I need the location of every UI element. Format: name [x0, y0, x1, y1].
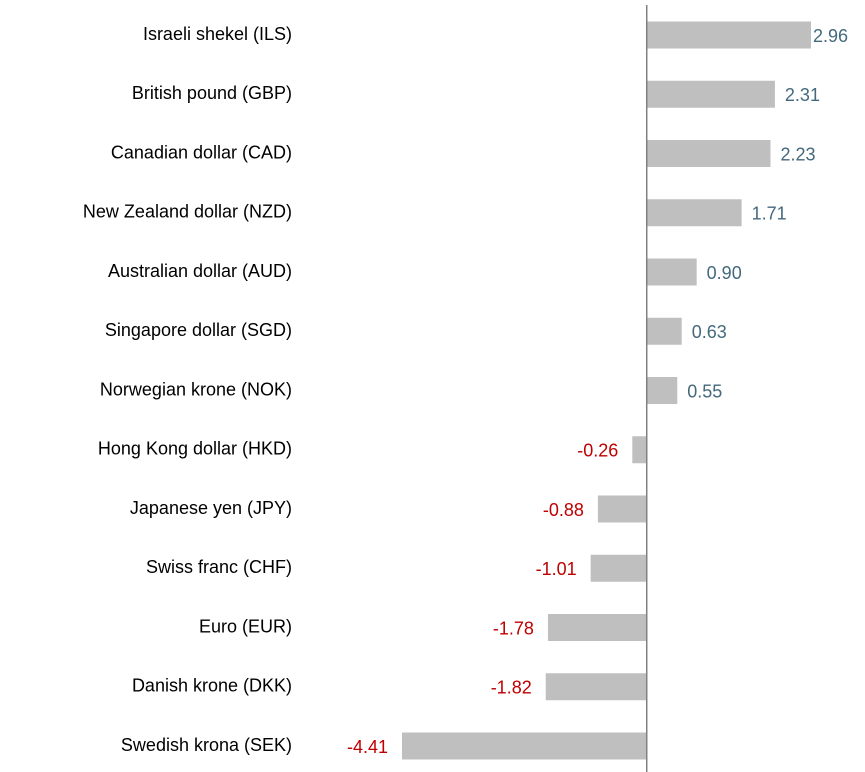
value-label: -1.78	[493, 618, 534, 638]
value-label: 0.63	[692, 322, 727, 342]
value-label: -4.41	[347, 737, 388, 757]
category-label: British pound (GBP)	[132, 83, 292, 103]
bar	[547, 614, 647, 641]
bar	[646, 317, 682, 345]
bar	[632, 436, 647, 464]
bar	[545, 673, 647, 701]
value-label: -1.01	[536, 559, 577, 579]
bar	[646, 258, 697, 286]
category-label: Australian dollar (AUD)	[108, 261, 292, 281]
bar	[646, 80, 775, 108]
category-label: Hong Kong dollar (HKD)	[98, 439, 292, 459]
value-label: 0.55	[687, 381, 722, 401]
value-label: 2.96	[813, 26, 848, 46]
value-label: 1.71	[752, 204, 787, 224]
value-label: -0.26	[577, 441, 618, 461]
value-label: -1.82	[491, 678, 532, 698]
category-label: New Zealand dollar (NZD)	[83, 202, 292, 222]
category-label: Danish krone (DKK)	[132, 676, 292, 696]
category-label: Singapore dollar (SGD)	[105, 320, 292, 340]
category-label: Swiss franc (CHF)	[146, 557, 292, 577]
value-label: 2.31	[785, 85, 820, 105]
category-label: Canadian dollar (CAD)	[111, 142, 292, 162]
bar	[402, 732, 647, 760]
bar	[646, 199, 742, 227]
bar	[646, 140, 771, 167]
category-label: Japanese yen (JPY)	[130, 498, 292, 518]
value-label: 0.90	[707, 263, 742, 283]
category-label: Norwegian krone (NOK)	[100, 379, 292, 399]
category-label: Israeli shekel (ILS)	[143, 24, 292, 44]
value-label: -0.88	[543, 500, 584, 520]
category-label: Euro (EUR)	[199, 616, 292, 636]
bar	[597, 495, 647, 523]
bar	[590, 554, 647, 582]
bar	[646, 377, 678, 404]
bar	[646, 21, 811, 49]
category-label: Swedish krona (SEK)	[121, 735, 292, 755]
value-label: 2.23	[780, 144, 815, 164]
